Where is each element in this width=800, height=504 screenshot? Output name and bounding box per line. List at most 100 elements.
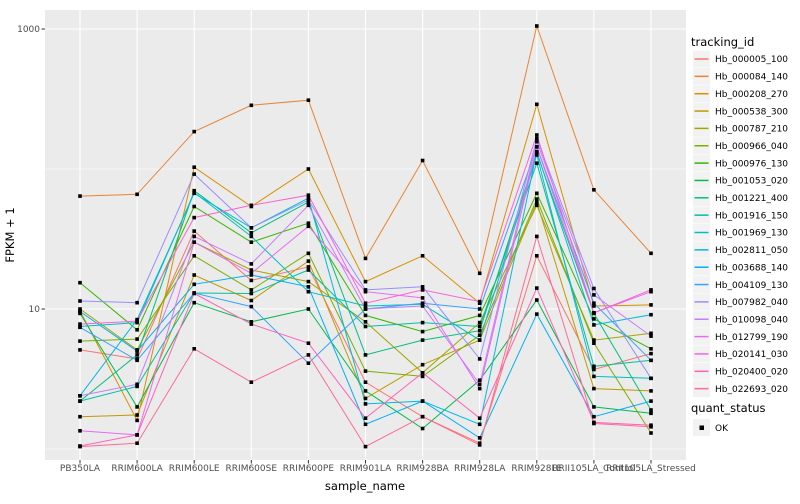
- data-point: [363, 304, 368, 308]
- data-point: [420, 320, 425, 325]
- y-tick-label-10: 10: [29, 305, 41, 315]
- legend-label-Hb_020141_030: Hb_020141_030: [715, 350, 788, 360]
- data-point: [420, 371, 425, 375]
- data-point: [535, 102, 539, 107]
- data-point: [306, 193, 311, 197]
- data-point: [363, 389, 368, 393]
- data-point: [363, 313, 368, 318]
- data-point: [477, 382, 482, 387]
- x-tick-label: RRII105LA_Stressed: [606, 464, 696, 474]
- legend-label-Hb_020400_020: Hb_020400_020: [715, 368, 788, 378]
- data-point: [592, 338, 596, 342]
- legend-label-Hb_000966_040: Hb_000966_040: [715, 142, 788, 152]
- data-point: [592, 367, 596, 372]
- data-point: [649, 331, 653, 336]
- legend-label-Hb_004109_130: Hb_004109_130: [715, 281, 788, 291]
- data-point: [477, 320, 482, 325]
- data-point: [306, 251, 311, 256]
- data-point: [135, 337, 139, 341]
- data-point: [78, 280, 82, 285]
- data-point: [135, 384, 139, 389]
- data-point: [306, 203, 311, 208]
- data-point: [78, 399, 82, 403]
- data-point: [306, 289, 311, 294]
- quant-ok-marker: [699, 425, 704, 430]
- data-point: [535, 24, 539, 28]
- data-point: [306, 265, 311, 269]
- data-point: [135, 441, 139, 445]
- data-point: [192, 300, 196, 305]
- data-point: [249, 103, 254, 108]
- data-point: [249, 262, 254, 266]
- data-point: [249, 268, 254, 272]
- data-point: [135, 349, 139, 353]
- data-point: [592, 414, 596, 419]
- data-point: [535, 200, 539, 204]
- data-point: [135, 413, 139, 417]
- legend-label-Hb_002811_050: Hb_002811_050: [715, 246, 788, 256]
- data-point: [420, 288, 425, 292]
- data-point: [192, 240, 196, 244]
- data-point: [78, 307, 82, 311]
- data-point: [363, 324, 368, 329]
- data-point: [306, 196, 311, 200]
- data-point: [649, 408, 653, 412]
- data-point: [78, 311, 82, 316]
- data-point: [363, 396, 368, 401]
- data-point: [192, 234, 196, 239]
- data-point: [477, 313, 482, 318]
- data-point: [78, 309, 82, 314]
- data-point: [649, 288, 653, 292]
- data-point: [306, 353, 311, 357]
- data-point: [649, 411, 653, 416]
- data-point: [306, 221, 311, 225]
- data-point: [363, 289, 368, 294]
- x-tick-label: RRIM901LA: [340, 464, 392, 474]
- data-point: [649, 425, 653, 429]
- legend-title-tracking-id: tracking_id: [691, 35, 754, 49]
- data-point: [135, 319, 139, 323]
- data-point: [249, 288, 254, 292]
- data-point: [592, 286, 596, 291]
- legend-label-Hb_001053_020: Hb_001053_020: [715, 177, 788, 187]
- data-point: [649, 358, 653, 363]
- data-point: [306, 198, 311, 202]
- data-point: [135, 405, 139, 409]
- data-point: [249, 226, 254, 230]
- data-point: [249, 234, 254, 239]
- data-point: [592, 405, 596, 409]
- data-point: [135, 328, 139, 332]
- data-point: [420, 329, 425, 334]
- data-point: [192, 229, 196, 233]
- data-point: [78, 429, 82, 433]
- x-axis-title: sample_name: [325, 479, 405, 493]
- data-point: [649, 334, 653, 338]
- data-point: [249, 380, 254, 384]
- y-tick-label-1000: 1000: [17, 25, 40, 35]
- data-point: [420, 338, 425, 342]
- data-point: [477, 386, 482, 391]
- data-point: [592, 323, 596, 327]
- legend-label-Hb_022693_020: Hb_022693_020: [715, 385, 788, 395]
- x-tick-label: RRII105LA_Control: [552, 464, 635, 474]
- data-point: [78, 348, 82, 352]
- data-point: [306, 279, 311, 284]
- data-point: [363, 279, 368, 284]
- data-point: [363, 369, 368, 373]
- data-point: [535, 298, 539, 302]
- data-point: [135, 353, 139, 357]
- data-point: [535, 153, 539, 157]
- data-point: [249, 231, 254, 235]
- x-tick-label: RRIM600SE: [226, 464, 278, 474]
- data-point: [135, 358, 139, 363]
- data-point: [363, 402, 368, 406]
- data-point: [420, 362, 425, 367]
- data-point: [135, 418, 139, 423]
- data-point: [192, 172, 196, 176]
- data-point: [535, 254, 539, 258]
- data-point: [477, 299, 482, 304]
- data-point: [592, 311, 596, 315]
- data-point: [535, 145, 539, 149]
- data-point: [306, 224, 311, 229]
